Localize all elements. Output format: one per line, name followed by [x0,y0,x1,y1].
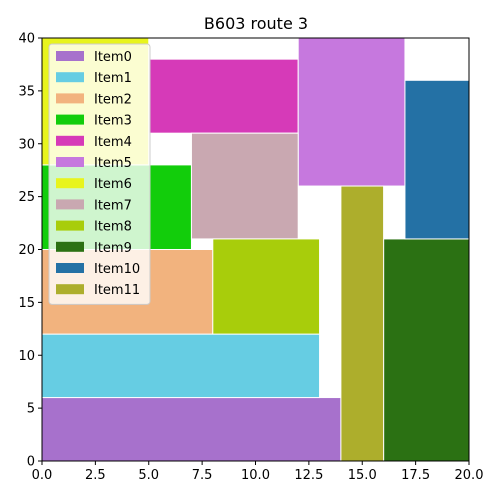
legend-swatch-9 [56,241,84,252]
item-rect-11 [340,185,385,462]
chart-title: B603 route 3 [204,14,308,33]
legend-swatch-3 [56,114,84,125]
legend-label-0: Item0 [94,50,132,65]
legend-label-5: Item5 [94,156,132,171]
legend-swatch-8 [56,220,84,231]
y-tick-label-7: 35 [18,84,35,99]
legend-swatch-11 [56,284,84,295]
legend-label-7: Item7 [94,198,132,213]
y-tick-label-1: 5 [27,402,35,417]
legend-label-9: Item9 [94,241,132,256]
axes: 0.0 2.5 5.0 7.5 10.0 12.5 15.0 17.5 20.0 0 5 10 15 20… [18,32,483,484]
x-tick-label-2: 5.0 [138,468,159,483]
x-tick-label-3: 7.5 [192,468,213,483]
x-tick-label-5: 12.5 [294,468,323,483]
item-rect-7 [190,132,299,240]
legend-swatch-6 [56,178,84,189]
legend-label-8: Item8 [94,220,132,235]
legend-label-4: Item4 [94,135,132,150]
legend-label-10: Item10 [94,262,140,277]
legend: Item0 Item1 Item2 Item3 Item4 Item5 Item6 Item7… [48,43,151,305]
item-rect-9 [383,238,470,462]
x-tick-label-0: 0.0 [32,468,53,483]
item-rect-10 [404,79,470,240]
y-tick-label-4: 20 [18,243,35,258]
legend-swatch-5 [56,157,84,167]
legend-label-6: Item6 [94,177,132,192]
legend-swatch-2 [56,93,84,104]
y-tick-label-8: 40 [18,32,35,47]
legend-swatch-10 [56,263,84,273]
legend-label-2: Item2 [94,92,132,107]
legend-box [48,43,151,305]
item-rect-0 [41,397,342,462]
legend-swatch-7 [56,199,84,210]
legend-label-3: Item3 [94,114,132,129]
legend-swatch-4 [56,135,84,146]
legend-label-1: Item1 [94,71,132,86]
legend-swatch-0 [56,51,84,61]
y-tick-label-2: 10 [18,349,35,364]
item-rect-8 [212,238,321,335]
y-tick-label-6: 30 [18,137,35,152]
item-rect-5 [297,37,406,187]
x-tick-label-4: 10.0 [241,468,270,483]
y-tick-label-3: 15 [18,296,35,311]
x-tick-label-6: 15.0 [348,468,377,483]
item-rect-1 [41,333,321,399]
x-tick-label-8: 20.0 [455,468,484,483]
y-tick-label-0: 0 [27,455,35,470]
item-rect-4 [148,58,299,134]
y-tick-label-5: 25 [18,190,35,205]
legend-swatch-1 [56,72,84,83]
x-tick-label-1: 2.5 [85,468,106,483]
legend-label-11: Item11 [94,283,140,298]
x-tick-label-7: 17.5 [401,468,430,483]
